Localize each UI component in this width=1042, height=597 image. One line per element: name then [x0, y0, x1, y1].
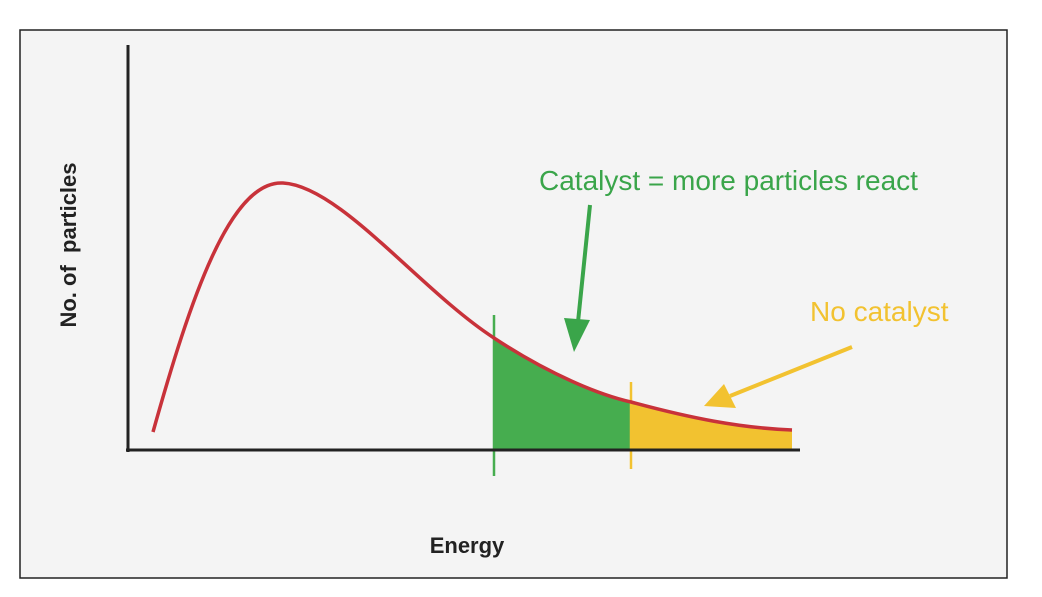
catalyst-arrowhead [564, 318, 590, 352]
x-axis-label: Energy [430, 533, 505, 558]
no-catalyst-arrow [729, 345, 853, 398]
distribution-curve [151, 181, 793, 433]
y-axis-label: No. of particles [56, 162, 81, 327]
catalyst-label: Catalyst = more particles react [539, 165, 918, 196]
catalyst-arrow [576, 204, 592, 323]
catalyst-area [494, 338, 631, 450]
no-catalyst-arrowhead [704, 384, 736, 408]
frame [19, 29, 1008, 579]
no-catalyst-label: No catalyst [810, 296, 949, 327]
